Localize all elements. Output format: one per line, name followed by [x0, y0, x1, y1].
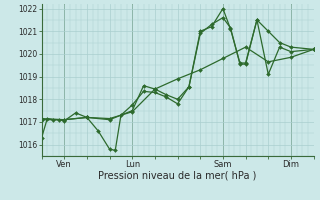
X-axis label: Pression niveau de la mer( hPa ): Pression niveau de la mer( hPa ): [99, 171, 257, 181]
